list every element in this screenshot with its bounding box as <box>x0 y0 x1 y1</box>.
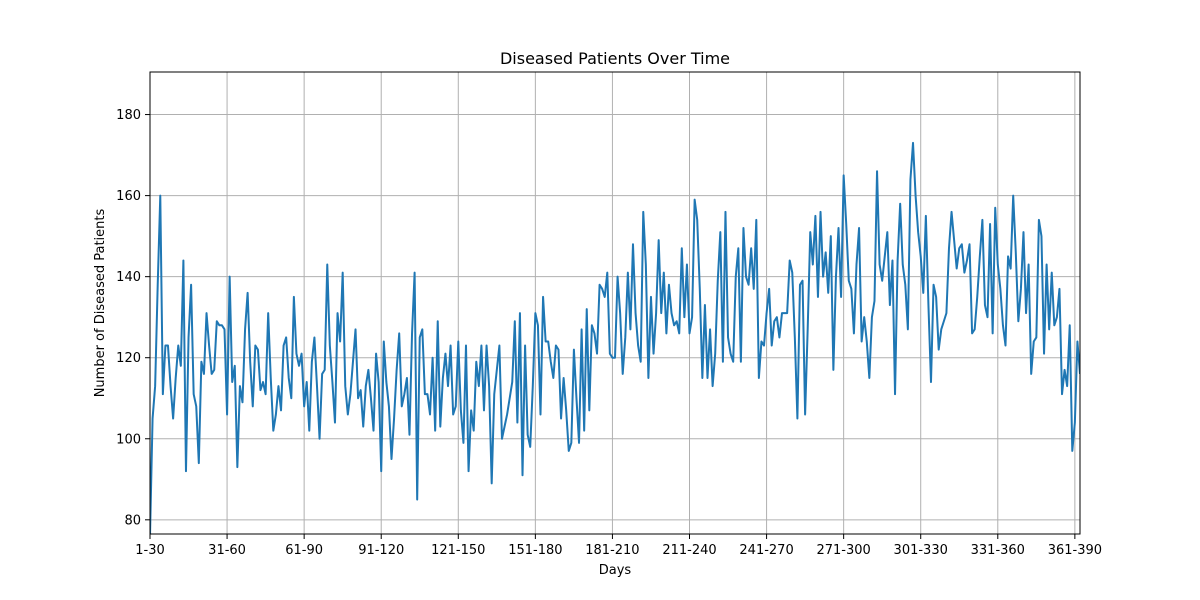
axes-frame <box>149 71 1081 535</box>
x-tick-label: 91-120 <box>358 543 404 558</box>
x-tick-label: 181-210 <box>585 543 639 558</box>
y-tick-label: 160 <box>116 189 141 204</box>
chart-title: Diseased Patients Over Time <box>500 49 730 68</box>
series-line-diseased-patients <box>150 141 1080 534</box>
y-tick-label: 140 <box>116 270 141 285</box>
x-tick-label: 121-150 <box>431 543 485 558</box>
y-tick-label: 180 <box>116 108 141 123</box>
plot-area <box>150 141 1080 534</box>
x-tick-label: 151-180 <box>508 543 562 558</box>
x-tick-label: 31-60 <box>208 543 246 558</box>
y-tick-label: 120 <box>116 351 141 366</box>
y-axis-label: Number of Diseased Patients <box>93 208 108 397</box>
x-tick-label: 301-330 <box>894 543 948 558</box>
grid-lines <box>149 72 1080 534</box>
x-axis: 1-30 31-60 61-90 91-120 121-150 151-180 181-21… <box>135 534 1102 558</box>
x-tick-label: 361-390 <box>1048 543 1102 558</box>
x-tick-label: 271-300 <box>816 543 870 558</box>
x-axis-label: Days <box>599 563 632 578</box>
y-tick-label: 80 <box>124 513 141 528</box>
x-tick-label: 61-90 <box>285 543 323 558</box>
x-tick-label: 1-30 <box>135 543 165 558</box>
y-axis: 80 100 120 140 160 180 <box>116 108 150 528</box>
x-tick-label: 211-240 <box>662 543 716 558</box>
y-tick-label: 100 <box>116 432 141 447</box>
x-tick-label: 241-270 <box>739 543 793 558</box>
x-tick-label: 331-360 <box>971 543 1025 558</box>
